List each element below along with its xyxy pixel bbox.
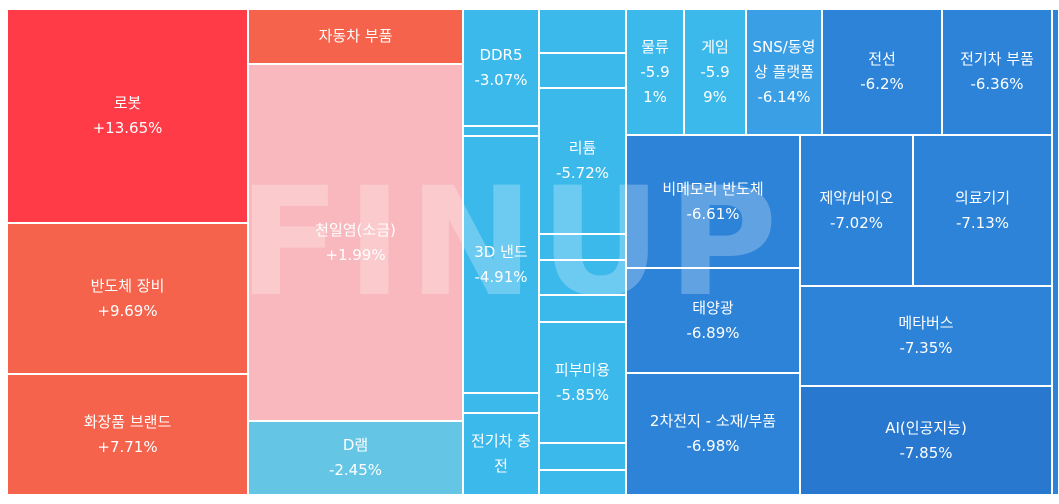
treemap-tile-small[interactable] bbox=[539, 53, 626, 88]
tile-label: 물류 bbox=[641, 37, 669, 56]
tile-label: 2차전지 - 소재/부품 bbox=[649, 412, 777, 430]
treemap-tile[interactable]: 반도체 장비 +9.69% bbox=[7, 223, 248, 374]
tile-label: SNS/동영상 플랫폼 bbox=[752, 37, 816, 81]
tile-value: -6.36% bbox=[970, 75, 1024, 93]
treemap-tile[interactable]: 로봇 +13.65% bbox=[7, 9, 248, 223]
tile-label: 메타버스 bbox=[898, 314, 954, 332]
tile-label: 전선 bbox=[868, 50, 896, 68]
treemap-tile[interactable]: 의료기기 -7.13% bbox=[913, 135, 1052, 286]
tile-label: 의료기기 bbox=[954, 188, 1011, 207]
tile-label: D램 bbox=[342, 436, 369, 454]
tile-value: -7.35% bbox=[899, 339, 953, 357]
tile-value: +1.99% bbox=[325, 245, 386, 264]
treemap-tile-small[interactable] bbox=[1052, 9, 1059, 495]
tile-value: -2.45% bbox=[328, 461, 383, 479]
treemap-tile[interactable]: 자동차 부품 bbox=[248, 9, 463, 64]
treemap-tile[interactable]: 3D 낸드 -4.91% bbox=[463, 136, 539, 393]
tile-value: -7.02% bbox=[829, 213, 884, 232]
tile-value: +7.71% bbox=[97, 437, 158, 456]
treemap-tile[interactable]: D램 -2.45% bbox=[248, 421, 463, 495]
tile-label: 천일염(소금) bbox=[315, 220, 396, 239]
tile-value: -4.91% bbox=[474, 267, 528, 286]
tile-label: 화장품 브랜드 bbox=[83, 412, 172, 431]
treemap-tile-small[interactable] bbox=[539, 470, 626, 495]
tile-label: 게임 bbox=[701, 37, 729, 56]
treemap-tile[interactable]: DDR5 -3.07% bbox=[463, 9, 539, 126]
treemap-tile[interactable]: 물류 -5.91% bbox=[626, 9, 684, 135]
tile-label: DDR5 bbox=[479, 45, 523, 64]
treemap-tile[interactable]: 피부미용 -5.85% bbox=[539, 322, 626, 443]
treemap-tile[interactable]: 전기차 부품 -6.36% bbox=[942, 9, 1052, 135]
tile-value: -3.07% bbox=[474, 70, 528, 89]
treemap-tile[interactable]: 2차전지 - 소재/부품 -6.98% bbox=[626, 373, 800, 495]
treemap-tile[interactable]: 태양광 -6.89% bbox=[626, 268, 800, 373]
treemap-tile[interactable]: 게임 -5.99% bbox=[684, 9, 746, 135]
tile-label: 반도체 장비 bbox=[90, 276, 165, 295]
tile-label: 태양광 bbox=[692, 298, 734, 317]
treemap-tile-small[interactable] bbox=[539, 234, 626, 260]
tile-label: 로봇 bbox=[113, 94, 142, 112]
tile-value: +13.65% bbox=[92, 119, 163, 137]
tile-label: 비메모리 반도체 bbox=[662, 179, 764, 198]
tile-label: 전기차 충전 bbox=[471, 432, 531, 475]
tile-value: -6.14% bbox=[757, 87, 811, 106]
treemap-tile-small[interactable] bbox=[539, 295, 626, 322]
treemap-tile[interactable]: 비메모리 반도체 -6.61% bbox=[626, 135, 800, 268]
treemap-tile[interactable]: 화장품 브랜드 +7.71% bbox=[7, 374, 248, 495]
tile-value: -7.13% bbox=[955, 213, 1010, 232]
treemap-tile[interactable]: 메타버스 -7.35% bbox=[800, 286, 1052, 386]
treemap-tile[interactable]: 제약/바이오 -7.02% bbox=[800, 135, 913, 286]
treemap-tile[interactable]: AI(인공지능) -7.85% bbox=[800, 386, 1052, 495]
treemap-tile[interactable]: 천일염(소금) +1.99% bbox=[248, 64, 463, 421]
treemap-tile-small[interactable] bbox=[539, 443, 626, 470]
tile-label: 제약/바이오 bbox=[819, 188, 894, 207]
tile-label: 피부미용 bbox=[554, 360, 611, 379]
tile-value: -6.98% bbox=[686, 437, 740, 455]
tile-value: -5.85% bbox=[555, 385, 610, 404]
tile-label: 리튬 bbox=[568, 139, 597, 157]
tile-value: -5.91% bbox=[640, 62, 670, 106]
treemap-tile-small[interactable] bbox=[463, 393, 539, 413]
treemap-tile-small[interactable] bbox=[539, 9, 626, 53]
tile-value: +9.69% bbox=[97, 301, 158, 320]
tile-label: 전기차 부품 bbox=[960, 50, 1034, 68]
treemap-tile[interactable]: 전선 -6.2% bbox=[822, 9, 942, 135]
tile-value: -6.89% bbox=[686, 323, 740, 342]
treemap-tile[interactable]: SNS/동영상 플랫폼 -6.14% bbox=[746, 9, 822, 135]
tile-value: -6.61% bbox=[686, 204, 740, 223]
tile-value: -7.85% bbox=[899, 443, 953, 462]
tile-label: AI(인공지능) bbox=[885, 418, 967, 437]
tile-value: -5.99% bbox=[700, 62, 730, 106]
tile-label: 자동차 부품 bbox=[318, 27, 393, 45]
treemap-tile[interactable]: 리튬 -5.72% bbox=[539, 88, 626, 234]
treemap-tile-small[interactable] bbox=[463, 126, 539, 136]
treemap-tile[interactable]: 전기차 충전 bbox=[463, 413, 539, 495]
tile-label: 3D 낸드 bbox=[474, 242, 528, 261]
treemap-tile-small[interactable] bbox=[539, 260, 626, 295]
tile-value: -6.2% bbox=[860, 75, 904, 93]
tile-value: -5.72% bbox=[555, 164, 610, 182]
